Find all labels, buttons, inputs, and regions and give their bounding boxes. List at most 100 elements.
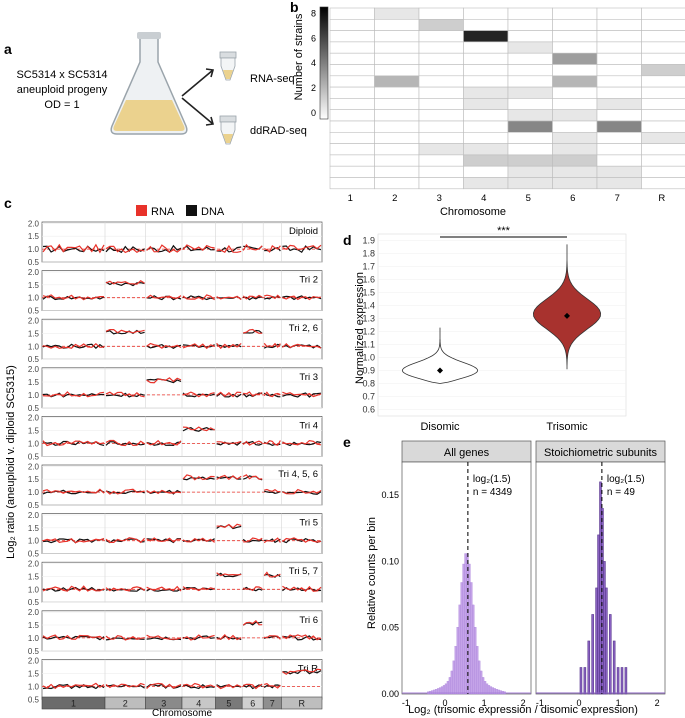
heatmap-cell	[374, 177, 420, 190]
facet-y-tick: 1.0	[28, 342, 40, 351]
heatmap-cell	[374, 132, 420, 144]
histogram-bar	[450, 670, 453, 695]
significance-label: ***	[497, 225, 511, 237]
heatmap-cell	[329, 177, 375, 190]
cross-text: SC5314 x SC5314	[16, 69, 107, 81]
coverage-facet: 2.0 1.5 1.0 0.5 Diploid	[28, 219, 323, 267]
colorbar-tick: 4	[311, 58, 316, 68]
heatmap-cell	[641, 41, 685, 54]
heatmap-cell	[552, 132, 598, 144]
heatmap-cell	[552, 64, 598, 77]
chromosome-segment-label: R	[298, 699, 305, 709]
histogram-bar	[458, 604, 461, 695]
facet-strain-label: Tri 5, 7	[289, 566, 318, 577]
legend-rna-label: RNA	[151, 206, 175, 218]
panel-b-label: b	[290, 0, 299, 15]
histogram-facet: Stoichiometric subunits -1 0 1 2 log₂(1.5) n =…	[535, 440, 666, 708]
facet-strain-label: Tri R	[298, 663, 318, 674]
heatmap-cell	[463, 75, 509, 88]
heatmap-cell	[641, 109, 685, 122]
violin-y-tick: 1.0	[362, 353, 375, 363]
heatmap-cell	[507, 75, 553, 88]
heatmap-x-tick: 4	[481, 193, 486, 204]
histogram-bar	[483, 681, 487, 695]
od-text: OD = 1	[44, 99, 79, 111]
facet-strain-label: Tri 3	[299, 372, 318, 383]
heatmap-cell	[329, 120, 375, 133]
histogram-xlabel: Log₂ (trisomic expression / disomic expr…	[408, 704, 638, 716]
colorbar: 0 2 4 6 8	[311, 6, 329, 120]
heatmap-cell	[507, 154, 553, 167]
facet-y-tick: 2.0	[28, 511, 40, 520]
facet-y-tick: 1.5	[28, 670, 40, 679]
coverage-facet: 2.0 1.5 1.0 0.5 Tri 4, 5, 6	[28, 462, 323, 510]
heatmap-x-tick: R	[658, 193, 665, 204]
heatmap-cell	[374, 154, 420, 167]
heatmap-cell	[552, 75, 598, 88]
facet-y-tick: 1.5	[28, 329, 40, 338]
colorbar-tick: 8	[311, 8, 316, 18]
violin-y-tick: 0.7	[362, 392, 375, 402]
coverage-facet: 2.0 1.5 1.0 0.5 Tri 4	[28, 414, 323, 461]
rna-series-line	[42, 426, 322, 447]
heatmap-cell	[463, 143, 509, 156]
heatmap-cell	[596, 52, 642, 65]
heatmap-cell	[596, 7, 642, 20]
violin-y-tick: 1.8	[362, 249, 375, 259]
heatmap-cell	[596, 177, 642, 190]
heatmap-cell	[463, 120, 509, 133]
heatmap-cell	[552, 109, 598, 122]
heatmap-cell	[418, 109, 464, 122]
dna-series-line	[42, 244, 322, 254]
heatmap-cell	[596, 98, 642, 111]
violin-trisomic	[532, 244, 602, 370]
histogram-bar	[485, 683, 489, 695]
histogram-bar	[472, 604, 475, 695]
rna-series-line	[42, 668, 322, 690]
heatmap-cell	[463, 165, 509, 178]
heatmap-cell	[641, 132, 685, 144]
heatmap-x-tick: 2	[392, 193, 397, 204]
heatmap-grid	[329, 7, 685, 190]
rna-series-line	[42, 243, 322, 254]
heatmap-cell	[596, 30, 642, 43]
heatmap-cell	[507, 98, 553, 111]
histogram-bar	[608, 614, 612, 695]
heatmap-cell	[418, 177, 464, 190]
heatmap-cell	[596, 120, 642, 133]
heatmap-cell	[552, 165, 598, 178]
facet-y-tick: 2.0	[28, 316, 40, 325]
n-annotation: n = 4349	[473, 487, 513, 498]
histogram-bar	[454, 646, 457, 695]
chromosome-segment-label: 4	[196, 699, 201, 709]
heatmap-cell	[507, 132, 553, 144]
histogram-x-tick: -1	[536, 698, 544, 708]
heatmap-cell	[463, 7, 509, 20]
heatmap-cell	[641, 30, 685, 43]
flask-icon	[110, 32, 188, 135]
histogram-bar	[612, 640, 616, 695]
colorbar-tick: 0	[311, 108, 316, 118]
heatmap-cell	[418, 75, 464, 88]
facet-strain-label: Tri 5	[299, 518, 318, 529]
facet-y-tick: 0.5	[28, 550, 40, 559]
heatmap-cell	[507, 18, 553, 31]
violin-y-tick: 1.7	[362, 262, 375, 272]
heatmap-cell	[463, 30, 509, 43]
heatmap-cell	[641, 52, 685, 65]
violin-y-tick: 1.2	[362, 327, 375, 337]
heatmap-cell	[552, 98, 598, 111]
facet-y-tick: 0.5	[28, 404, 40, 413]
heatmap-cell	[329, 132, 375, 144]
chromosome-segment	[281, 696, 323, 710]
facet-strain-label: Tri 2, 6	[289, 323, 318, 334]
heatmap-cell	[329, 18, 375, 31]
heatmap-x-tick: 3	[437, 193, 442, 204]
heatmap-x-tick: 7	[615, 193, 620, 204]
histogram-bar	[470, 582, 473, 695]
heatmap-cell	[641, 86, 685, 99]
coverage-facet: 2.0 1.5 1.0 0.5 Tri R	[28, 657, 323, 704]
heatmap-x-ticks: 1 2 3 4 5 6 7 R	[348, 193, 666, 204]
violin-disomic	[401, 327, 479, 384]
heatmap-cell	[418, 52, 464, 65]
